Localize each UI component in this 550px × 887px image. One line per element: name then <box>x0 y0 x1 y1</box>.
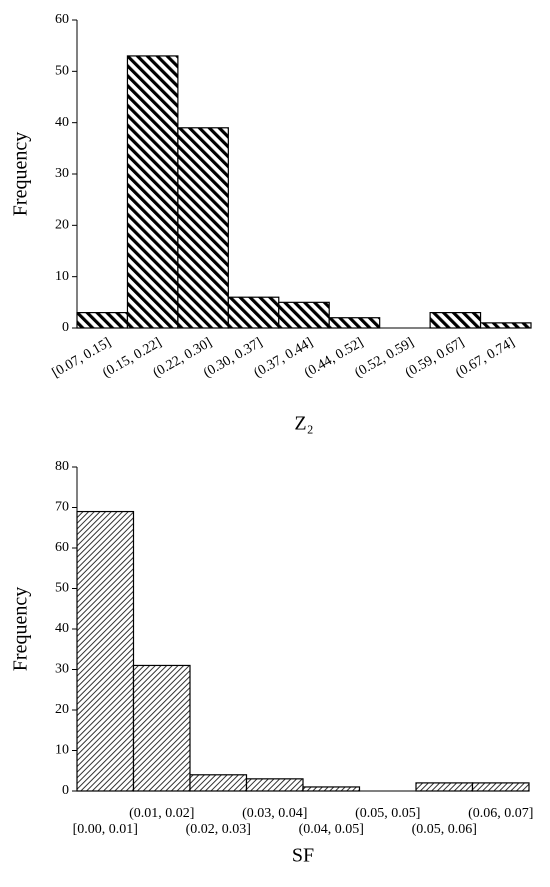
y-tick-label: 10 <box>55 743 69 758</box>
y-tick-label: 20 <box>55 702 69 717</box>
y-tick-label: 20 <box>55 218 69 233</box>
y-tick-label: 30 <box>55 166 69 181</box>
y-tick-label: 30 <box>55 662 69 677</box>
y-tick-label: 50 <box>55 581 69 596</box>
x-tick-label: (0.01, 0.02] <box>129 806 194 821</box>
bar <box>471 782 530 792</box>
x-tick-label: (0.02, 0.03] <box>186 822 251 837</box>
x-tick-label: (0.03, 0.04] <box>242 806 307 821</box>
bar <box>177 127 229 329</box>
x-tick-label: (0.05, 0.05] <box>355 806 420 821</box>
y-tick-label: 40 <box>55 115 69 130</box>
y-tick-label: 80 <box>55 459 69 474</box>
bar <box>76 510 135 792</box>
bar <box>76 312 129 329</box>
bar <box>302 786 361 792</box>
y-tick-label: 0 <box>62 783 69 798</box>
y-tick-label: 50 <box>55 64 69 79</box>
y-tick-label: 70 <box>55 500 69 515</box>
x-tick-label: (0.06, 0.07] <box>468 806 533 821</box>
bar <box>479 322 532 329</box>
bar <box>429 312 482 329</box>
y-tick-label: 10 <box>55 269 69 284</box>
y-axis-title: Frequency <box>10 132 32 216</box>
y-axis-title: Frequency <box>10 587 32 671</box>
bar <box>126 55 179 329</box>
bar <box>189 774 248 792</box>
y-tick-label: 60 <box>55 12 69 27</box>
x-tick-label: (0.05, 0.06] <box>412 822 477 837</box>
x-tick-label: [0.00, 0.01] <box>73 822 138 837</box>
y-tick-label: 40 <box>55 621 69 636</box>
x-axis-title: Z₂ <box>294 413 313 435</box>
bar <box>245 778 304 792</box>
x-tick-label: (0.04, 0.05] <box>299 822 364 837</box>
bar <box>227 296 280 329</box>
x-axis-title: SF <box>292 845 314 867</box>
y-tick-label: 60 <box>55 540 69 555</box>
bar <box>415 782 474 792</box>
bar <box>328 317 381 329</box>
bar <box>132 664 191 792</box>
bar <box>278 301 330 329</box>
y-tick-label: 0 <box>62 320 69 335</box>
